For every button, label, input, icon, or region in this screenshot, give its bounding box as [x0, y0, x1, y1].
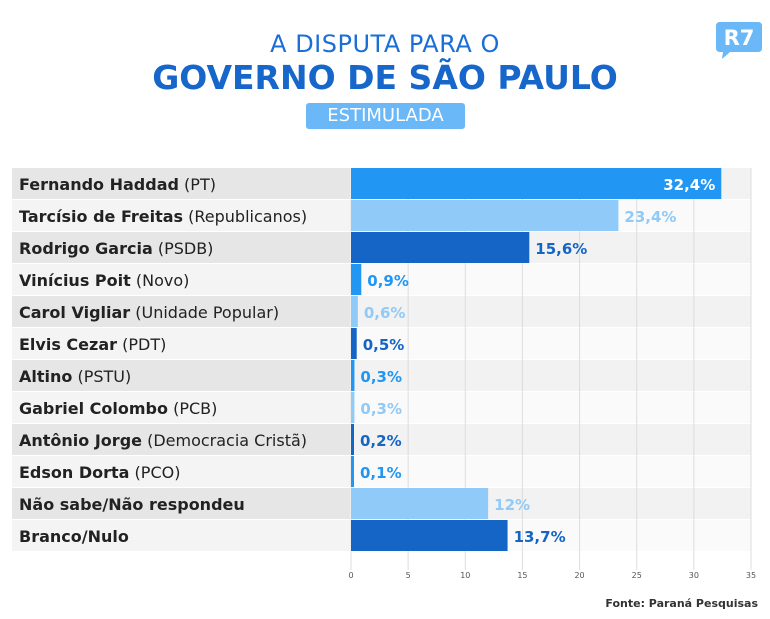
label-row-background	[12, 296, 350, 327]
chart-title-line1: A DISPUTA PARA O	[270, 30, 500, 58]
data-label: 0,6%	[364, 304, 406, 322]
category-label: Carol Vigliar (Unidade Popular)	[19, 303, 279, 322]
label-row-background	[12, 328, 350, 359]
candidate-name: Altino	[19, 367, 72, 386]
candidate-party: (PT)	[179, 175, 216, 194]
candidate-party: (Novo)	[131, 271, 190, 290]
data-label: 13,7%	[514, 528, 566, 546]
bar	[351, 520, 508, 551]
candidate-name: Carol Vigliar	[19, 303, 130, 322]
category-label: Não sabe/Não respondeu	[19, 495, 245, 514]
data-label: 0,9%	[367, 272, 409, 290]
plot-row-background	[351, 328, 751, 359]
candidate-name: Gabriel Colombo	[19, 399, 168, 418]
x-tick-label: 10	[460, 571, 470, 580]
data-label: 0,3%	[360, 368, 402, 386]
data-label: 23,4%	[624, 208, 676, 226]
candidate-party: (PSDB)	[153, 239, 214, 258]
plot-row-background	[351, 264, 751, 295]
bar	[351, 232, 530, 263]
x-tick-label: 20	[574, 571, 584, 580]
category-label: Antônio Jorge (Democracia Cristã)	[19, 431, 307, 450]
category-label: Tarcísio de Freitas (Republicanos)	[19, 207, 307, 226]
plot-row-background	[351, 360, 751, 391]
candidate-name: Não sabe/Não respondeu	[19, 495, 245, 514]
bar	[351, 328, 357, 359]
category-label: Rodrigo Garcia (PSDB)	[19, 239, 213, 258]
x-tick-label: 25	[632, 571, 642, 580]
candidate-party: (PDT)	[117, 335, 166, 354]
bar	[351, 296, 358, 327]
plot-row-background	[351, 392, 751, 423]
candidate-name: Rodrigo Garcia	[19, 239, 153, 258]
label-row-background	[12, 200, 350, 231]
category-label: Vinícius Poit (Novo)	[19, 271, 189, 290]
label-row-background	[12, 360, 350, 391]
candidate-name: Vinícius Poit	[19, 271, 131, 290]
category-label: Gabriel Colombo (PCB)	[19, 399, 217, 418]
candidate-name: Edson Dorta	[19, 463, 129, 482]
category-label: Elvis Cezar (PDT)	[19, 335, 166, 354]
data-label: 15,6%	[535, 240, 587, 258]
logo-text: R7	[724, 26, 755, 50]
candidate-name: Branco/Nulo	[19, 527, 129, 546]
label-row-background	[12, 520, 350, 551]
bar	[351, 168, 722, 199]
candidate-party: (Unidade Popular)	[130, 303, 279, 322]
candidate-party: (PCB)	[168, 399, 217, 418]
bar	[351, 360, 355, 391]
label-row-background	[12, 488, 350, 519]
label-row-background	[12, 424, 350, 455]
plot-row-background	[351, 424, 751, 455]
label-row-background	[12, 264, 350, 295]
chart-title-line2: GOVERNO DE SÃO PAULO	[152, 58, 618, 97]
r7-logo-icon: R7	[716, 22, 762, 59]
data-label: 0,1%	[360, 464, 402, 482]
x-tick-label: 15	[517, 571, 527, 580]
x-tick-label: 35	[746, 571, 756, 580]
label-row-background	[12, 456, 350, 487]
candidate-party: (PCO)	[129, 463, 180, 482]
category-label: Fernando Haddad (PT)	[19, 175, 216, 194]
bar	[351, 456, 354, 487]
label-row-background	[12, 168, 350, 199]
bar	[351, 424, 354, 455]
candidate-party: (PSTU)	[72, 367, 131, 386]
data-label: 0,3%	[360, 400, 402, 418]
chart-subtitle-badge: ESTIMULADA	[306, 103, 465, 129]
candidate-name: Antônio Jorge	[19, 431, 142, 450]
category-label: Edson Dorta (PCO)	[19, 463, 180, 482]
x-tick-label: 0	[348, 571, 353, 580]
label-row-background	[12, 392, 350, 423]
data-label: 12%	[494, 496, 530, 514]
x-tick-label: 5	[406, 571, 411, 580]
bar	[351, 200, 619, 231]
candidate-name: Fernando Haddad	[19, 175, 179, 194]
candidate-party: (Republicanos)	[183, 207, 307, 226]
x-tick-label: 30	[689, 571, 699, 580]
category-label: Altino (PSTU)	[19, 367, 131, 386]
data-label: 0,2%	[360, 432, 402, 450]
bar	[351, 392, 355, 423]
source-note: Fonte: Paraná Pesquisas	[605, 597, 758, 610]
data-label: 0,5%	[363, 336, 405, 354]
candidate-name: Tarcísio de Freitas	[19, 207, 183, 226]
candidate-name: Elvis Cezar	[19, 335, 117, 354]
data-label: 32,4%	[663, 176, 715, 194]
bar	[351, 488, 489, 519]
category-label: Branco/Nulo	[19, 527, 129, 546]
candidate-party: (Democracia Cristã)	[142, 431, 307, 450]
plot-row-background	[351, 456, 751, 487]
label-row-background	[12, 232, 350, 263]
bar	[351, 264, 362, 295]
plot-row-background	[351, 296, 751, 327]
